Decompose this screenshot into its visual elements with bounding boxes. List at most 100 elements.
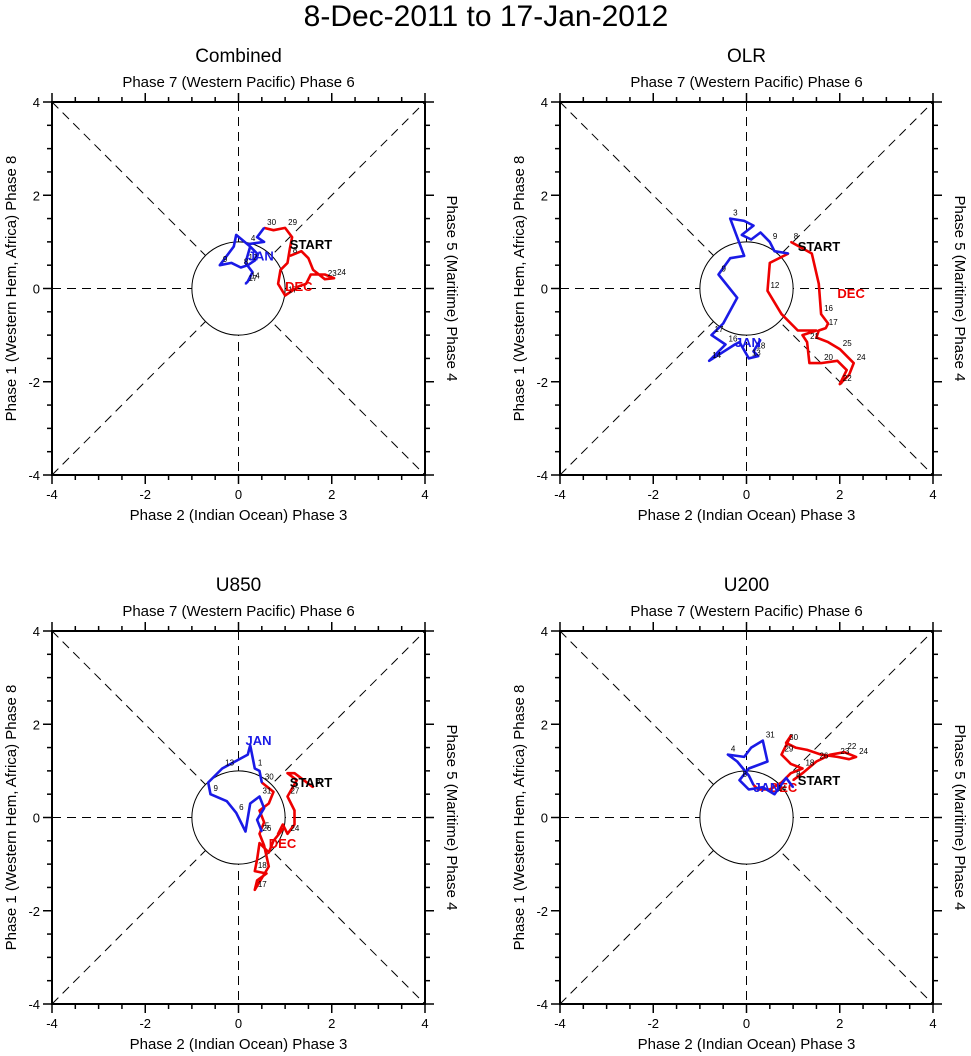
data-point xyxy=(724,343,727,346)
y-tick-label: 2 xyxy=(33,717,40,732)
x-tick-label: -2 xyxy=(139,487,151,502)
panel-title: Combined xyxy=(195,46,282,67)
data-point xyxy=(261,781,263,784)
y-tick-label: 2 xyxy=(33,188,40,203)
y-tick-label: -2 xyxy=(28,904,40,919)
data-point xyxy=(226,800,228,802)
x-axis-label: Phase 2 (Indian Ocean) Phase 3 xyxy=(130,1036,348,1053)
data-point xyxy=(789,772,792,775)
data-point xyxy=(281,823,284,826)
data-point xyxy=(249,802,251,805)
data-point xyxy=(743,220,745,222)
data-point xyxy=(284,227,286,229)
data-point xyxy=(708,359,710,362)
data-point xyxy=(272,229,275,232)
data-point xyxy=(806,341,808,343)
y-axis-label: Phase 1 (Western Hem, Africa) Phase 8 xyxy=(511,685,528,951)
data-point xyxy=(256,879,258,882)
data-point xyxy=(258,833,261,835)
data-point xyxy=(729,257,731,259)
data-point xyxy=(209,793,212,795)
data-point xyxy=(748,767,750,770)
month-label-dec: DEC xyxy=(837,286,865,301)
y-tick-label: 0 xyxy=(541,811,548,826)
y-tick-label: 2 xyxy=(541,717,548,732)
series-dec: 8 27 24 18 17 26 DEC xyxy=(253,771,321,892)
data-point xyxy=(780,313,783,315)
y-tick-label: 2 xyxy=(541,188,548,203)
x-tick-label: -2 xyxy=(647,487,659,502)
day-label: 4 xyxy=(251,234,256,243)
data-point xyxy=(743,756,745,758)
x-tick-label: 0 xyxy=(235,1016,242,1031)
day-label: 12 xyxy=(770,281,779,290)
data-point xyxy=(230,262,233,264)
day-label: 26 xyxy=(262,824,271,833)
top-axis-label: Phase 7 (Western Pacific) Phase 6 xyxy=(630,74,862,91)
data-point xyxy=(792,779,794,781)
y-axis-label: Phase 1 (Western Hem, Africa) Phase 8 xyxy=(3,156,20,422)
day-label: 12 xyxy=(248,253,257,262)
y-tick-label: 0 xyxy=(33,282,40,297)
data-point xyxy=(333,277,335,280)
data-point xyxy=(323,278,326,280)
day-label: 5 xyxy=(265,821,270,830)
data-point xyxy=(268,865,270,868)
y-tick-label: -4 xyxy=(536,468,548,483)
data-point xyxy=(829,753,832,756)
data-point xyxy=(300,250,303,252)
data-point xyxy=(268,802,270,805)
right-axis-label: Phase 5 (Maritime) Phase 4 xyxy=(443,196,460,382)
x-axis-label: Phase 2 (Indian Ocean) Phase 3 xyxy=(130,507,348,524)
day-label: 30 xyxy=(789,733,798,742)
x-tick-label: 0 xyxy=(743,1016,750,1031)
data-point xyxy=(293,809,296,812)
data-point xyxy=(729,217,731,220)
data-point xyxy=(789,735,792,737)
data-point xyxy=(743,255,745,257)
y-tick-label: 4 xyxy=(33,95,40,110)
data-point xyxy=(263,821,265,823)
y-tick-label: -4 xyxy=(28,468,40,483)
data-point xyxy=(736,760,738,763)
data-point xyxy=(207,781,209,784)
day-label: 3 xyxy=(733,209,738,218)
data-point xyxy=(244,283,247,285)
data-point xyxy=(247,243,249,246)
series-dec: 8 23 24 17 29 30 DEC xyxy=(263,218,347,297)
figure-title: 8-Dec-2011 to 17-Jan-2012 xyxy=(304,0,669,33)
data-point xyxy=(827,341,829,343)
data-point xyxy=(288,255,291,257)
data-point xyxy=(254,870,256,872)
data-point xyxy=(748,774,750,777)
data-point xyxy=(785,742,787,744)
data-point xyxy=(750,238,752,241)
data-point xyxy=(249,744,251,747)
month-label-jan: JAN xyxy=(735,335,761,350)
data-point xyxy=(750,746,752,749)
x-tick-label: -2 xyxy=(647,1016,659,1031)
data-point xyxy=(284,294,286,297)
day-label: 14 xyxy=(251,272,260,281)
month-label-jan: JAN xyxy=(245,733,271,748)
x-tick-label: 2 xyxy=(328,487,335,502)
data-point xyxy=(762,739,764,742)
day-label: 22 xyxy=(847,742,856,751)
x-axis-label: Phase 2 (Indian Ocean) Phase 3 xyxy=(638,1036,856,1053)
data-point xyxy=(244,262,247,264)
data-point xyxy=(281,828,284,830)
data-point xyxy=(254,767,256,770)
data-point xyxy=(815,336,818,339)
x-tick-label: -2 xyxy=(139,1016,151,1031)
data-point xyxy=(288,248,291,250)
data-point xyxy=(801,334,804,336)
data-point xyxy=(263,227,265,229)
data-point xyxy=(762,786,764,788)
day-label: 17 xyxy=(248,274,257,283)
x-tick-label: 4 xyxy=(929,1016,936,1031)
data-point xyxy=(323,273,326,276)
